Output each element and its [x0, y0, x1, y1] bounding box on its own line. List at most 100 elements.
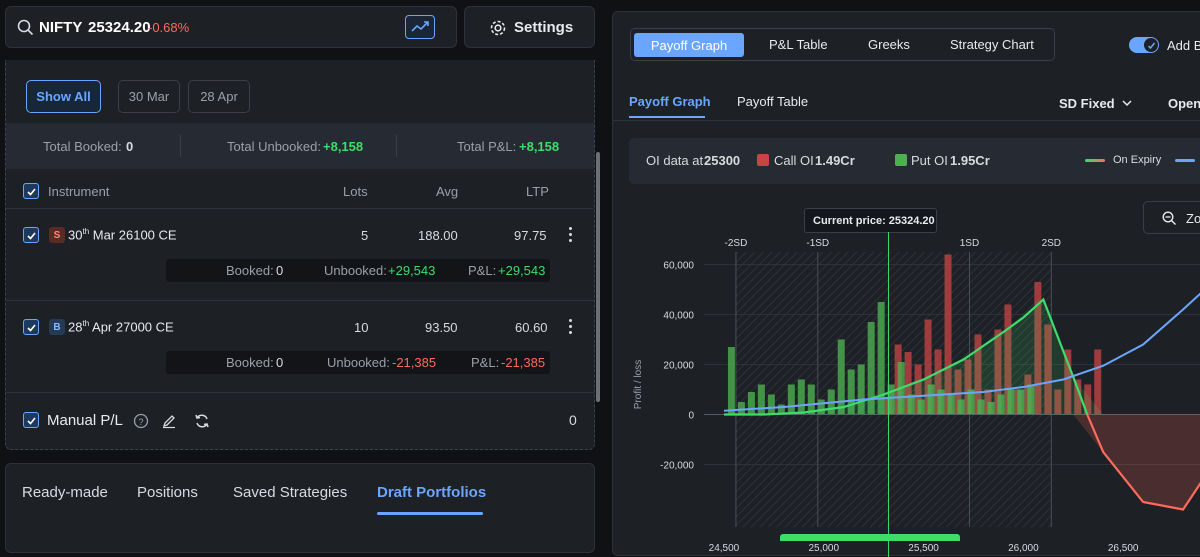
edit-icon[interactable]: [161, 413, 177, 429]
symbol-change: -0.68%: [148, 20, 190, 35]
put-oi-bar: [867, 322, 875, 415]
put-oi-bar: [767, 394, 775, 415]
expiry-line-profit: [723, 297, 1089, 416]
booked-label: Booked:: [226, 263, 274, 278]
current-price-tooltip: Current price: 25324.20: [804, 208, 937, 233]
divider: [180, 135, 181, 157]
row-summary: Booked: 0 Unbooked: +29,543 P&L: +29,543: [166, 259, 550, 282]
check-icon: [1147, 42, 1155, 49]
oi-strike: 25300: [704, 153, 741, 168]
call-oi-bar: [944, 254, 952, 415]
row-menu-icon[interactable]: [569, 227, 573, 242]
put-oi-bar: [817, 399, 825, 415]
t0-legend-swatch: [1175, 159, 1195, 162]
tab-payoff-graph[interactable]: Payoff Graph: [634, 33, 744, 57]
put-oi-swatch: [895, 154, 907, 166]
divider: [6, 392, 594, 393]
put-oi-bar: [1017, 389, 1025, 415]
sd-dropdown[interactable]: SD Fixed: [1059, 96, 1115, 111]
col-instrument: Instrument: [48, 184, 110, 199]
settings-label: Settings: [514, 19, 574, 36]
tab-draft-portfolios[interactable]: Draft Portfolios: [377, 484, 487, 501]
total-unbooked-label: Total Unbooked:: [227, 139, 321, 154]
chevron-down-icon[interactable]: [1121, 98, 1133, 108]
col-avg: Avg: [436, 184, 459, 199]
tab-positions[interactable]: Positions: [137, 484, 198, 501]
y-tick-label: 40,000: [663, 311, 694, 322]
put-oi-bar: [997, 394, 1005, 415]
expiry-28-apr-button[interactable]: 28 Apr: [188, 80, 250, 113]
expiry-30-mar-button[interactable]: 30 Mar: [118, 80, 180, 113]
x-tick-label: 26,000: [1008, 543, 1039, 554]
table-row[interactable]: B 28th Apr 27000 CE 10 93.50 60.60 Booke…: [6, 301, 594, 392]
expiry-legend-swatch: [1085, 159, 1105, 162]
profit-area: [723, 299, 1200, 415]
zoom-out-icon: [1162, 211, 1176, 225]
put-oi-bar: [787, 384, 795, 415]
tab-greeks[interactable]: Greeks: [868, 37, 910, 52]
call-oi-bar: [924, 319, 932, 415]
zoom-button[interactable]: Zo: [1143, 201, 1200, 234]
call-oi-bar: [934, 349, 942, 415]
row-summary: Booked: 0 Unbooked: -21,385 P&L: -21,385: [166, 351, 550, 374]
help-icon[interactable]: ?: [133, 413, 149, 429]
put-oi-bar: [917, 399, 925, 415]
chart-scroll-handle[interactable]: [780, 534, 960, 541]
put-oi-bar: [837, 339, 845, 415]
put-oi-bar: [877, 302, 885, 415]
tab-strategy-chart[interactable]: Strategy Chart: [950, 37, 1034, 52]
check-icon: [26, 323, 36, 332]
put-oi-label: Put OI: [911, 153, 948, 168]
check-icon: [26, 231, 36, 240]
divider: [6, 300, 594, 301]
add-toggle[interactable]: [1129, 37, 1159, 53]
put-oi-bar: [957, 399, 965, 415]
row-checkbox[interactable]: [23, 319, 39, 335]
total-booked-label: Total Booked:: [43, 139, 122, 154]
tab-ready-made[interactable]: Ready-made: [22, 484, 108, 501]
call-oi-bar: [1074, 379, 1082, 415]
strategy-tabs: Ready-made Positions Saved Strategies Dr…: [5, 463, 595, 553]
call-oi-bar: [1004, 304, 1012, 415]
sell-badge: S: [49, 227, 65, 243]
sd-label: -2SD: [725, 238, 748, 249]
x-tick-label: 25,500: [908, 543, 939, 554]
show-all-button[interactable]: Show All: [26, 80, 101, 113]
avg-value: 93.50: [425, 320, 458, 335]
pl-label: P&L:: [471, 355, 500, 370]
row-checkbox[interactable]: [23, 227, 39, 243]
payoff-chart[interactable]: -20,000 0 20,000 40,000 60,000 Profit / loss -…: [613, 232, 1200, 557]
put-oi-bar: [797, 379, 805, 415]
tab-pl-table[interactable]: P&L Table: [769, 37, 828, 52]
current-price-label: Current price: 25324.20: [813, 215, 935, 227]
scrollbar[interactable]: [596, 152, 600, 402]
svg-text:?: ?: [138, 417, 143, 427]
gear-icon: [490, 20, 506, 36]
manual-pl-checkbox[interactable]: [23, 412, 39, 428]
total-booked-value: 0: [126, 139, 134, 154]
trend-chart-button[interactable]: [405, 15, 435, 39]
check-icon: [26, 416, 36, 425]
totals-bar: Total Booked: 0 Total Unbooked: +8,158 T…: [6, 123, 594, 169]
row-menu-icon[interactable]: [569, 319, 573, 334]
settings-button[interactable]: Settings: [464, 6, 595, 48]
divider: [613, 120, 1200, 121]
table-row[interactable]: S 30th Mar 26100 CE 5 188.00 97.75 Booke…: [6, 209, 594, 300]
open-dropdown[interactable]: Open: [1168, 96, 1200, 111]
subtab-payoff-table[interactable]: Payoff Table: [737, 94, 809, 109]
select-all-checkbox[interactable]: [23, 183, 39, 199]
symbol-name: NIFTY: [39, 19, 83, 36]
search-bar[interactable]: NIFTY 25324.20 -0.68%: [5, 6, 457, 48]
check-icon: [26, 187, 36, 196]
loss-area: [723, 414, 1200, 510]
put-oi-bar: [937, 389, 945, 415]
total-pl-label: Total P&L:: [457, 139, 517, 154]
call-oi-bar: [974, 334, 982, 415]
lots-value: 5: [361, 228, 369, 243]
put-oi-bar: [907, 394, 915, 415]
subtab-payoff-graph[interactable]: Payoff Graph: [629, 94, 711, 109]
tab-saved-strategies[interactable]: Saved Strategies: [233, 484, 348, 501]
unbooked-label: Unbooked:: [327, 355, 390, 370]
put-oi-bar: [777, 404, 785, 415]
refresh-icon[interactable]: [193, 412, 211, 430]
